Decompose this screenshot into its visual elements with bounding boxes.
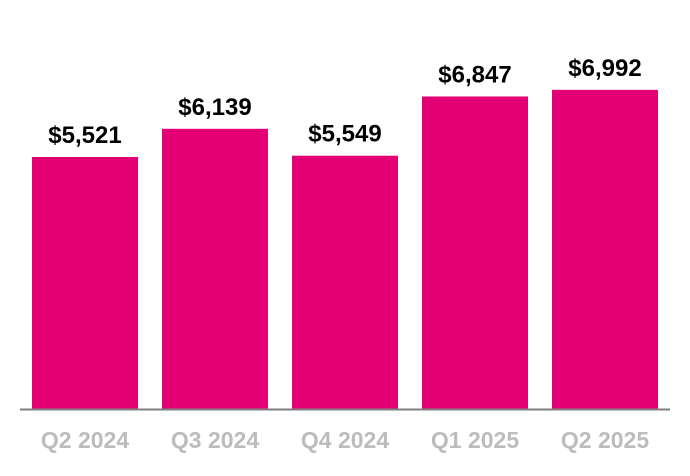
bar-value-label: $6,139 [178, 94, 251, 121]
x-tick-label: Q2 2024 [41, 427, 129, 453]
bar-q4-2024 [292, 155, 398, 409]
bar-value-label: $6,992 [568, 55, 641, 82]
x-tick-label: Q4 2024 [301, 427, 389, 453]
bar-q3-2024 [162, 128, 268, 410]
bar-value-label: $5,549 [308, 121, 381, 148]
bar-value-label: $6,847 [438, 61, 511, 88]
bar-q2-2024 [32, 157, 138, 409]
bar-q2-2025 [552, 89, 658, 409]
x-tick-label: Q2 2025 [561, 427, 649, 453]
value-labels-group: $5,521 $6,139 $5,549 $6,847 $6,992 [48, 55, 641, 149]
bars-group [32, 89, 658, 410]
bar-value-label: $5,521 [48, 122, 121, 149]
x-tick-labels-group: Q2 2024 Q3 2024 Q4 2024 Q1 2025 Q2 2025 [41, 427, 649, 453]
x-tick-label: Q3 2024 [171, 427, 259, 453]
bar-q1-2025 [422, 96, 528, 409]
x-tick-label: Q1 2025 [431, 427, 519, 453]
